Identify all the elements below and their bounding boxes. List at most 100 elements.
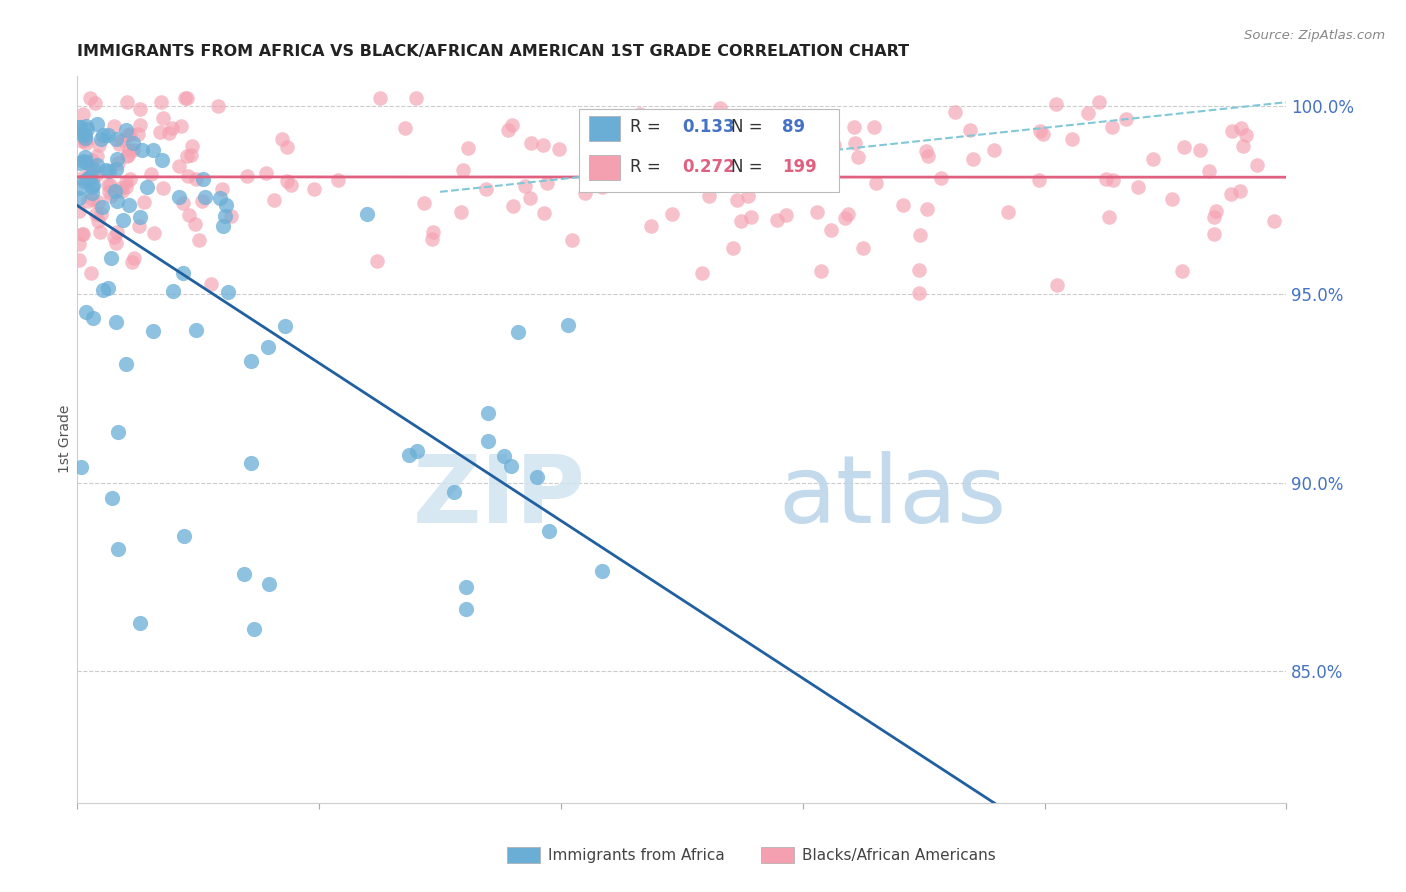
Point (531, 137, 554, 152)
Point (328, 172, 350, 186)
Point (1028, 124, 1050, 138)
Point (513, 178, 536, 193)
Point (908, 227, 931, 242)
Point (1170, 263, 1192, 277)
Point (422, 225, 444, 239)
Point (100, 252, 122, 266)
Point (70, 227, 93, 242)
Point (103, 229, 125, 244)
Point (139, 167, 162, 181)
Point (243, 622, 266, 636)
Point (107, 541, 129, 556)
Point (110, 181, 132, 195)
Point (117, 147, 139, 161)
Point (846, 150, 869, 164)
Point (211, 219, 233, 233)
Point (862, 120, 884, 135)
Point (118, 172, 141, 186)
Point (104, 315, 127, 329)
Point (114, 175, 136, 189)
Point (142, 143, 165, 157)
Point (501, 119, 523, 133)
Point (457, 141, 479, 155)
Point (152, 111, 174, 125)
Point (114, 357, 136, 371)
Point (79, 162, 101, 177)
Point (755, 176, 778, 190)
Point (67, 180, 90, 194)
Point (80, 153, 103, 167)
Point (128, 102, 150, 116)
Point (451, 162, 474, 177)
Point (240, 456, 263, 470)
Text: 0.272: 0.272 (682, 158, 735, 176)
Point (405, 91, 427, 105)
Point (477, 406, 499, 420)
Point (997, 205, 1019, 219)
Point (536, 176, 558, 190)
Point (780, 127, 803, 141)
Point (75, 119, 97, 133)
Point (90, 200, 112, 214)
Point (454, 602, 477, 616)
Point (86, 158, 108, 172)
Point (75, 136, 97, 150)
Point (128, 219, 150, 233)
Point (118, 143, 141, 157)
Point (591, 180, 613, 194)
Point (129, 118, 152, 132)
Point (108, 137, 131, 152)
Point (97, 163, 120, 178)
Point (122, 144, 145, 158)
Point (1246, 158, 1268, 172)
Point (1220, 124, 1243, 138)
Point (496, 123, 519, 137)
Point (232, 566, 254, 581)
Point (723, 240, 745, 254)
Point (132, 195, 155, 210)
Point (103, 120, 125, 134)
Point (520, 136, 543, 150)
Point (207, 99, 229, 113)
Point (1115, 112, 1137, 126)
Point (1204, 210, 1226, 224)
Point (90, 132, 112, 146)
Point (533, 206, 555, 220)
Point (214, 209, 236, 223)
Point (1088, 95, 1111, 109)
Point (1060, 131, 1083, 145)
Text: N =: N = (731, 119, 768, 136)
Point (1101, 120, 1123, 134)
Point (810, 263, 832, 277)
Point (685, 136, 707, 150)
Point (983, 143, 1005, 157)
Point (398, 448, 420, 462)
Point (142, 227, 165, 241)
Point (176, 91, 198, 105)
Point (844, 136, 866, 150)
Point (519, 191, 541, 205)
Point (129, 615, 152, 630)
Point (1229, 185, 1251, 199)
Point (1095, 171, 1118, 186)
FancyBboxPatch shape (589, 116, 620, 141)
Point (257, 340, 280, 354)
Point (148, 125, 170, 139)
Point (115, 95, 138, 110)
Point (908, 285, 931, 300)
Point (80, 186, 103, 200)
Point (574, 186, 596, 201)
Point (191, 194, 214, 209)
Point (67, 252, 90, 267)
Point (583, 127, 606, 141)
Point (105, 225, 128, 239)
Point (79, 91, 101, 105)
Point (96, 162, 118, 177)
Point (1032, 127, 1054, 141)
Point (111, 132, 134, 146)
Point (208, 191, 231, 205)
Point (122, 251, 145, 265)
Point (865, 176, 887, 190)
Point (105, 194, 128, 208)
Point (263, 193, 285, 207)
